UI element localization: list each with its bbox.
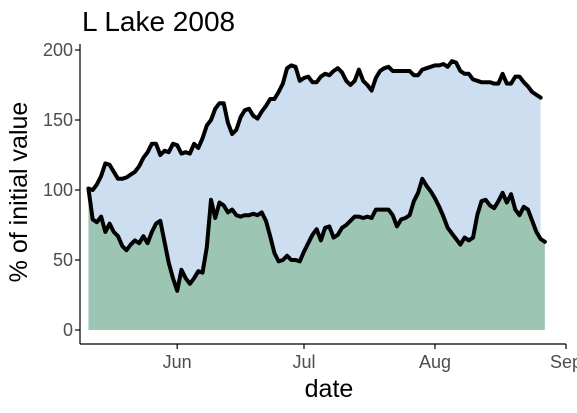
x-tick-label: Aug: [419, 352, 451, 372]
y-axis-label: % of initial value: [5, 102, 33, 283]
plot-area: [86, 59, 547, 330]
x-axis-label: date: [305, 375, 354, 403]
y-tick-label: 100: [43, 180, 73, 200]
series-2-area: [88, 178, 545, 330]
series-1-line: [86, 59, 543, 192]
x-tick-label: Sep: [550, 352, 577, 372]
chart-title: L Lake 2008: [82, 6, 235, 37]
series-2-line: [86, 176, 547, 293]
x-axis-ticks: Jun Jul Aug Sep: [163, 344, 577, 372]
y-tick-label: 200: [43, 40, 73, 60]
x-tick-label: Jun: [163, 352, 192, 372]
y-tick-label: 150: [43, 110, 73, 130]
y-tick-label: 50: [53, 250, 73, 270]
x-tick-label: Jul: [292, 352, 315, 372]
y-tick-label: 0: [63, 320, 73, 340]
y-axis-ticks: 0 50 100 150 200: [43, 40, 80, 340]
